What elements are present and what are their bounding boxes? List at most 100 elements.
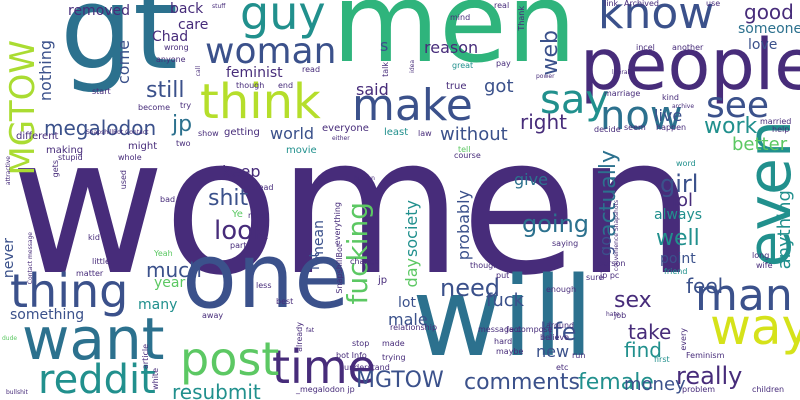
word-thought: thought <box>470 261 502 270</box>
word-know: know <box>598 0 715 39</box>
word-movie: movie <box>286 145 317 156</box>
word-make: make <box>352 80 473 131</box>
word-many: many <box>138 297 178 313</box>
word-want: want <box>22 305 165 373</box>
word-shit: shit <box>208 186 249 211</box>
word-work: work <box>704 114 758 139</box>
word-come: come <box>114 40 133 85</box>
word-people: people <box>580 24 800 106</box>
word-part: part <box>230 241 247 250</box>
word-message-compose: message compose <box>478 325 553 334</box>
word-comments: comments <box>464 370 580 395</box>
word-megalodon: megalodon <box>44 116 157 140</box>
word-matter: matter <box>76 269 104 278</box>
word-link: link <box>604 0 619 8</box>
word-power: power <box>536 73 555 80</box>
word-female: female <box>578 370 654 395</box>
word-white: white <box>151 368 160 390</box>
word-year: year <box>154 275 186 291</box>
word-sure: sure <box>586 273 604 282</box>
word-start: start <box>92 87 111 96</box>
word-say: say <box>540 77 610 123</box>
word-nothing: nothing <box>36 40 55 102</box>
word-love: love <box>748 37 778 53</box>
word-problem: problem <box>682 385 716 394</box>
word-new: new <box>536 342 570 361</box>
word-someone: someone <box>738 21 800 37</box>
word-happen: happen <box>656 123 687 132</box>
word-kind: kind <box>662 93 680 102</box>
word-feel: feel <box>686 274 724 298</box>
word-go: go <box>596 236 615 256</box>
word-woman: woman <box>205 31 337 72</box>
word-decide: decide <box>594 125 621 134</box>
word-gt: gt <box>60 0 179 96</box>
word-archive: archive <box>672 103 695 110</box>
word-s: s <box>380 36 389 55</box>
word-chad: Chad <box>152 29 189 45</box>
word-must: must <box>248 211 269 220</box>
word-anything: anything <box>774 190 795 270</box>
word-give: give <box>514 170 548 189</box>
word-use: use <box>706 0 721 8</box>
word-jp-pc: jp pc <box>600 271 620 280</box>
word-reason: reason <box>424 38 479 57</box>
word-care: care <box>178 17 209 33</box>
word-married: married <box>760 117 792 126</box>
word-law: law <box>418 129 432 138</box>
word-enough: enough <box>546 285 577 294</box>
word-gets: gets <box>51 160 60 178</box>
word-hate: hate <box>606 311 620 318</box>
word-different: different <box>16 131 59 142</box>
word-really: really <box>676 362 743 390</box>
word-fact: fact <box>506 325 522 334</box>
word-show: show <box>198 129 219 138</box>
word-convenience: convenience Snapshots <box>613 200 620 272</box>
word-mean: mean <box>311 220 327 260</box>
word-made: made <box>382 339 405 348</box>
word-talk: talk <box>381 62 390 77</box>
word-literally: literally <box>612 69 635 76</box>
word-web: web <box>538 30 563 76</box>
word-human: human <box>354 175 375 182</box>
word-though: though <box>236 81 265 90</box>
word-etc: etc <box>556 363 569 372</box>
word-mgtow: MGTOW <box>356 368 444 393</box>
word-without: without <box>440 124 508 145</box>
word-post: post <box>180 332 280 386</box>
word-got: got <box>484 76 514 97</box>
word-lol: lol <box>672 190 694 211</box>
word-find: find <box>624 338 662 362</box>
word-fuck: fuck <box>486 290 525 311</box>
word-try: try <box>180 101 192 110</box>
word-understand: understand <box>344 363 390 372</box>
word-world: world <box>270 124 315 143</box>
word-bullshit: bullshit <box>6 389 28 396</box>
word-snapshill-contact: SnapshillBot Contact <box>86 129 149 136</box>
word-believe: believe <box>540 333 570 342</box>
word-change: change <box>350 257 380 266</box>
word-said: said <box>356 80 389 99</box>
word-every: every <box>679 328 688 351</box>
word-person: person <box>598 259 626 268</box>
word-already: already <box>295 322 304 352</box>
word-guy: guy <box>240 0 326 40</box>
word-everyone: everyone <box>322 123 369 134</box>
word-something: something <box>10 307 85 323</box>
word-first: first <box>654 355 670 364</box>
word-whole: whole <box>118 153 142 162</box>
word-sex: sex <box>614 288 652 313</box>
word-put: put <box>496 271 510 280</box>
word-good: good <box>744 0 794 24</box>
word-read: read <box>302 65 321 74</box>
word-archived: Archived <box>624 0 660 8</box>
word-mind: mind <box>450 13 471 22</box>
word-course: course <box>454 151 481 160</box>
word-tell: tell <box>458 145 471 154</box>
word-thank: Thank <box>517 6 526 31</box>
word-trying: trying <box>382 353 406 362</box>
word-yeah: Yeah <box>154 249 173 258</box>
word-least: least <box>384 127 409 138</box>
word-take: take <box>628 320 672 344</box>
